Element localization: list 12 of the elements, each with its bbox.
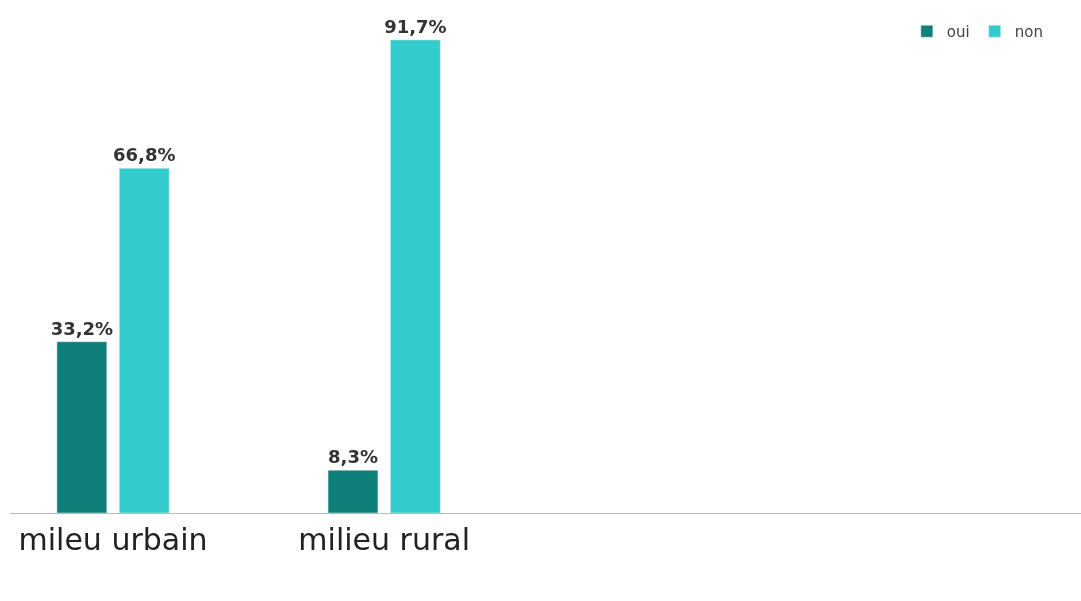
x-tick-label: milieu rural (298, 522, 470, 557)
data-label: 33,2% (50, 317, 114, 339)
legend-label: non (1014, 23, 1043, 42)
data-label: 91,7% (384, 15, 447, 37)
bar (327, 469, 379, 513)
x-tick-label: mileu urbain (18, 522, 208, 557)
bar (119, 168, 170, 513)
data-label: 66,8% (112, 144, 176, 166)
legend-label: oui (946, 23, 970, 42)
bar (390, 39, 441, 513)
bar (56, 341, 108, 513)
data-label: 8,3% (328, 446, 378, 468)
